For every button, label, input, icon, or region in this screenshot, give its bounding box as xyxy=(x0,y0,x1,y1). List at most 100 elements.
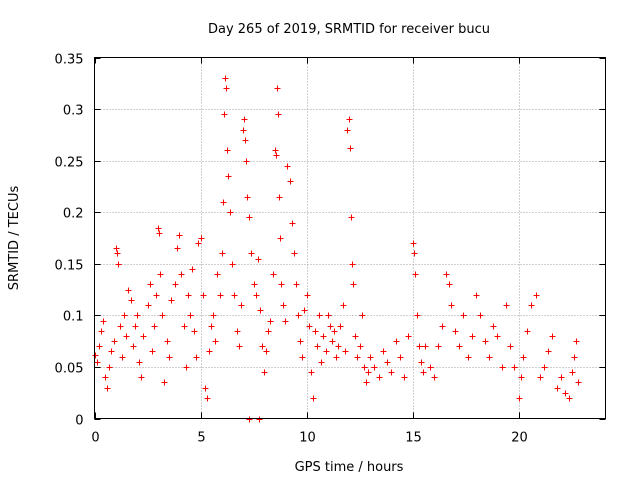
data-point xyxy=(113,245,120,252)
data-point xyxy=(282,318,289,325)
data-point xyxy=(342,348,349,355)
x-tick-label: 20 xyxy=(511,431,528,446)
data-point xyxy=(520,354,527,361)
data-point xyxy=(234,328,241,335)
data-point xyxy=(314,343,321,350)
data-point xyxy=(422,343,429,350)
data-point xyxy=(350,281,357,288)
data-point xyxy=(204,395,211,402)
data-point xyxy=(333,354,340,361)
data-point xyxy=(401,374,408,381)
data-point xyxy=(200,292,207,299)
data-point xyxy=(289,220,296,227)
data-point xyxy=(367,354,374,361)
data-point xyxy=(439,323,446,330)
data-point xyxy=(92,352,99,359)
data-point xyxy=(361,364,368,371)
data-point xyxy=(460,312,467,319)
data-point xyxy=(157,271,164,278)
data-point xyxy=(217,292,224,299)
data-point xyxy=(278,281,285,288)
data-point xyxy=(448,302,455,309)
data-point xyxy=(566,395,573,402)
data-point xyxy=(354,354,361,361)
data-point xyxy=(316,312,323,319)
data-point xyxy=(545,348,552,355)
data-point xyxy=(210,312,217,319)
data-point xyxy=(277,235,284,242)
data-point xyxy=(344,127,351,134)
data-point xyxy=(456,343,463,350)
data-point xyxy=(261,369,268,376)
data-point xyxy=(357,343,364,350)
data-point xyxy=(238,302,245,309)
data-point xyxy=(222,75,229,82)
data-point xyxy=(411,250,418,257)
data-point xyxy=(136,359,143,366)
data-point xyxy=(212,338,219,345)
data-point xyxy=(405,333,412,340)
data-point xyxy=(575,379,582,386)
data-point xyxy=(98,328,105,335)
data-point xyxy=(208,323,215,330)
data-point xyxy=(185,292,192,299)
data-point xyxy=(134,312,141,319)
x-tick-label: 0 xyxy=(91,431,99,446)
x-axis-ticks: 0 5 10 15 20 xyxy=(91,57,528,446)
x-axis-label: GPS time / hours xyxy=(295,460,404,475)
data-point xyxy=(244,194,251,201)
data-point xyxy=(251,281,258,288)
data-point xyxy=(537,374,544,381)
data-point xyxy=(482,338,489,345)
data-point xyxy=(100,318,107,325)
data-point xyxy=(263,348,270,355)
data-point xyxy=(477,312,484,319)
data-point xyxy=(518,374,525,381)
data-point xyxy=(189,266,196,273)
data-point xyxy=(225,173,232,180)
data-point xyxy=(108,348,115,355)
data-point xyxy=(573,338,580,345)
data-point xyxy=(140,333,147,340)
data-point xyxy=(183,364,190,371)
grid-layer xyxy=(94,57,606,419)
data-point xyxy=(231,292,238,299)
data-point xyxy=(325,312,332,319)
data-point xyxy=(384,359,391,366)
data-point xyxy=(115,261,122,268)
data-point xyxy=(176,232,183,239)
data-point xyxy=(172,281,179,288)
data-point xyxy=(410,240,417,247)
data-point xyxy=(151,323,158,330)
data-point xyxy=(265,328,272,335)
data-point xyxy=(331,328,338,335)
data-point xyxy=(161,379,168,386)
data-point xyxy=(276,194,283,201)
data-point xyxy=(486,354,493,361)
data-point xyxy=(138,374,145,381)
data-point xyxy=(191,328,198,335)
data-point xyxy=(206,348,213,355)
data-point xyxy=(346,116,353,123)
data-point xyxy=(299,354,306,361)
y-tick-label: 0 xyxy=(75,414,83,429)
data-point xyxy=(318,359,325,366)
data-point xyxy=(348,214,355,221)
data-point xyxy=(293,281,300,288)
data-point xyxy=(164,338,171,345)
data-point xyxy=(371,364,378,371)
y-tick-label: 0.15 xyxy=(55,259,84,274)
data-point xyxy=(469,333,476,340)
data-point xyxy=(241,116,248,123)
data-point xyxy=(159,312,166,319)
data-point xyxy=(214,271,221,278)
data-point xyxy=(418,359,425,366)
data-point xyxy=(549,333,556,340)
data-point xyxy=(149,348,156,355)
data-point xyxy=(147,281,154,288)
data-point xyxy=(195,240,202,247)
data-point xyxy=(427,364,434,371)
data-point xyxy=(275,111,282,118)
data-point xyxy=(155,225,162,232)
